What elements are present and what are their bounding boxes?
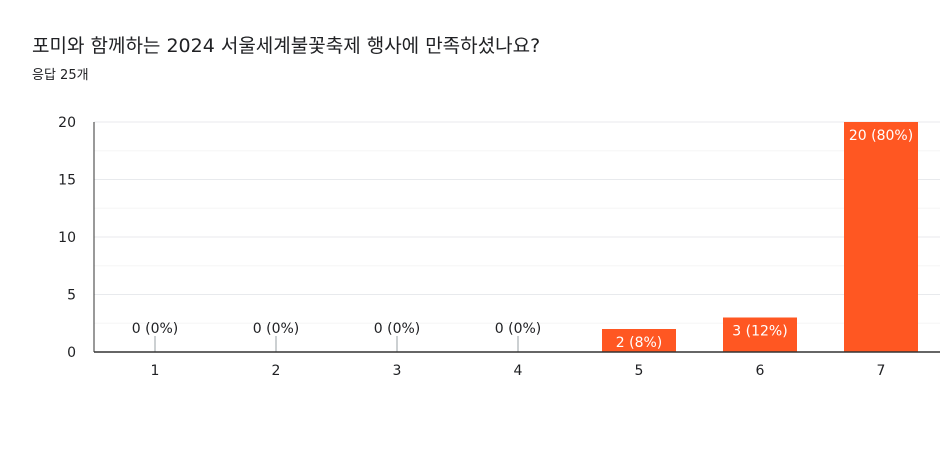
data-label: 0 (0%) [132, 321, 179, 337]
data-label: 3 (12%) [732, 324, 787, 340]
x-tick-label: 1 [151, 363, 160, 379]
data-label: 0 (0%) [253, 321, 300, 337]
data-label: 20 (80%) [849, 128, 913, 144]
data-label: 2 (8%) [616, 335, 663, 351]
x-tick-label: 5 [635, 363, 644, 379]
y-tick-label: 10 [58, 230, 76, 246]
question-title: 포미와 함께하는 2024 서울세계불꽃축제 행사에 만족하셨나요? [32, 35, 541, 57]
x-tick-label: 4 [514, 363, 523, 379]
y-tick-label: 0 [67, 345, 76, 361]
data-label: 0 (0%) [374, 321, 421, 337]
x-tick-label: 3 [393, 363, 402, 379]
x-tick-label: 2 [272, 363, 281, 379]
bar-5 [602, 329, 676, 352]
y-tick-label: 5 [67, 288, 76, 304]
y-tick-label: 20 [58, 115, 76, 131]
data-label: 0 (0%) [495, 321, 542, 337]
response-count: 응답 25개 [32, 68, 89, 83]
x-tick-label: 7 [877, 363, 886, 379]
chart-header: 포미와 함께하는 2024 서울세계불꽃축제 행사에 만족하셨나요? 응답 25… [32, 33, 924, 85]
bar-7 [844, 122, 918, 352]
y-tick-label: 15 [58, 173, 76, 189]
bar-6 [723, 317, 797, 352]
x-tick-label: 6 [756, 363, 765, 379]
